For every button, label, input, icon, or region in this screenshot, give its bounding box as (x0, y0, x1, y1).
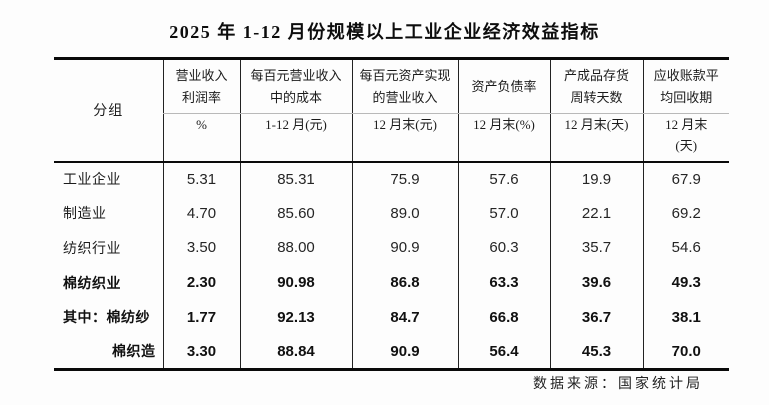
col-header-revenue-per-100-yuan-assets: 每百元资产实现 的营业收入 (351, 58, 458, 114)
sub-header-end-dec-days-2: 12 月末 (天) (642, 113, 729, 163)
col-header-receivables-avg-collection-period: 应收账款平 均回收期 (642, 58, 729, 114)
row-label-manufacturing: 制造业 (63, 207, 107, 223)
value-cell: 22.1 (549, 196, 643, 231)
value-cell: 63.3 (457, 265, 550, 300)
economic-indicators-table: 分组 营业收入 利润率 每百元营业收入 中的成本 每百元资产实现 的营业收入 资… (54, 57, 729, 371)
page-title: 2025 年 1-12 月份规模以上工业企业经济效益指标 (169, 22, 600, 42)
col-header-finished-goods-turnover-days: 产成品存货 周转天数 (549, 58, 643, 114)
value-cell: 1.77 (162, 299, 240, 335)
value-cell: 85.31 (239, 161, 352, 197)
table-row: 棉织造 3.30 88.84 90.9 56.4 45.3 70.0 (54, 334, 729, 370)
col-header-cost-per-100-yuan-revenue: 每百元营业收入 中的成本 (239, 58, 352, 114)
value-cell: 4.70 (162, 196, 240, 231)
value-cell: 38.1 (642, 299, 729, 335)
value-cell: 57.6 (457, 161, 550, 197)
value-cell: 36.7 (549, 299, 643, 335)
table-row: 制造业 4.70 85.60 89.0 57.0 22.1 69.2 (54, 196, 729, 231)
header-row-sub: % 1-12 月(元) 12 月末(元) 12 月末(%) 12 月末(天) 1… (54, 113, 729, 163)
value-cell: 56.4 (457, 334, 550, 370)
value-cell: 35.7 (549, 230, 643, 266)
sub-header-end-dec-days-1: 12 月末(天) (549, 113, 643, 163)
sub-header-jan-dec-yuan: 1-12 月(元) (239, 113, 352, 163)
value-cell: 84.7 (351, 299, 458, 335)
value-cell: 69.2 (642, 196, 729, 231)
row-label-cotton-weaving: 棉织造 (112, 345, 156, 361)
value-cell: 88.84 (239, 334, 352, 370)
sub-header-end-dec-percent: 12 月末(%) (457, 113, 550, 163)
value-cell: 66.8 (457, 299, 550, 335)
value-cell: 2.30 (162, 265, 240, 300)
value-cell: 75.9 (351, 161, 458, 197)
table-row: 工业企业 5.31 85.31 75.9 57.6 19.9 67.9 (54, 161, 729, 197)
value-cell: 45.3 (549, 334, 643, 370)
value-cell: 54.6 (642, 230, 729, 266)
row-label-cotton-spinning: 其中：棉纺纱 (63, 311, 150, 327)
value-cell: 90.9 (351, 230, 458, 266)
table-header: 分组 营业收入 利润率 每百元营业收入 中的成本 每百元资产实现 的营业收入 资… (54, 58, 729, 163)
value-cell: 70.0 (642, 334, 729, 370)
value-cell: 3.30 (162, 334, 240, 370)
col-header-asset-liability-ratio: 资产负债率 (457, 58, 550, 114)
row-label-textile-industry: 纺织行业 (63, 241, 121, 257)
table-row: 纺织行业 3.50 88.00 90.9 60.3 35.7 54.6 (54, 230, 729, 266)
table-body: 工业企业 5.31 85.31 75.9 57.6 19.9 67.9 制造业 … (54, 161, 729, 370)
table-row: 棉纺织业 2.30 90.98 86.8 63.3 39.6 49.3 (54, 265, 729, 300)
sub-header-percent-unit: % (162, 113, 240, 163)
value-cell: 19.9 (549, 161, 643, 197)
value-cell: 60.3 (457, 230, 550, 266)
value-cell: 49.3 (642, 265, 729, 300)
group-header-cell: 分组 (54, 58, 163, 163)
sub-header-end-dec-yuan: 12 月末(元) (351, 113, 458, 163)
value-cell: 39.6 (549, 265, 643, 300)
value-cell: 85.60 (239, 196, 352, 231)
value-cell: 88.00 (239, 230, 352, 266)
col-header-operating-revenue-profit-rate: 营业收入 利润率 (162, 58, 240, 114)
value-cell: 89.0 (351, 196, 458, 231)
row-label-cotton-textile-industry: 棉纺织业 (63, 276, 121, 292)
value-cell: 3.50 (162, 230, 240, 266)
value-cell: 57.0 (457, 196, 550, 231)
data-source-note: 数据来源：国家统计局 (533, 377, 703, 392)
value-cell: 67.9 (642, 161, 729, 197)
value-cell: 5.31 (162, 161, 240, 197)
table-row: 其中：棉纺纱 1.77 92.13 84.7 66.8 36.7 38.1 (54, 299, 729, 335)
value-cell: 92.13 (239, 299, 352, 335)
header-row-main: 分组 营业收入 利润率 每百元营业收入 中的成本 每百元资产实现 的营业收入 资… (54, 58, 729, 163)
value-cell: 86.8 (351, 265, 458, 300)
row-label-industrial-enterprises: 工业企业 (63, 173, 121, 189)
value-cell: 90.9 (351, 334, 458, 370)
value-cell: 90.98 (239, 265, 352, 300)
